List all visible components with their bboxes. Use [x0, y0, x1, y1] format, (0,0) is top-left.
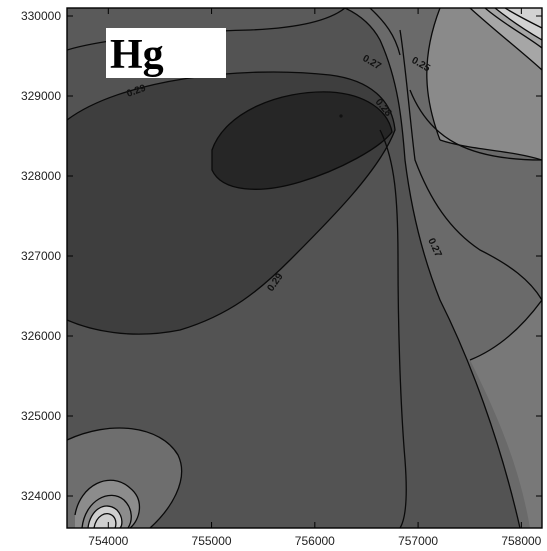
- contour-line-southwest-3: [81, 494, 132, 528]
- x-tick-label: 756000: [295, 534, 335, 548]
- contour-line-southwest-1: [67, 427, 183, 528]
- y-tick-label: 326000: [21, 329, 61, 343]
- x-tick-label: 755000: [192, 534, 232, 548]
- contour-line-northeast-5: [369, 8, 401, 56]
- x-tick-label: 757000: [398, 534, 438, 548]
- title-badge: Hg: [106, 28, 226, 78]
- contour-fill-northeast-peak: [495, 8, 542, 40]
- x-tick-label: 754000: [88, 534, 128, 548]
- contour-line-east-1: [344, 8, 521, 528]
- y-tick-label: 330000: [21, 9, 61, 23]
- contour-line-northeast-3: [494, 8, 542, 41]
- y-tick-label: 324000: [21, 489, 61, 503]
- contour-line-dark-zone: [67, 71, 396, 335]
- contour-line-northeast-4: [504, 8, 542, 29]
- y-tick-label: 329000: [21, 89, 61, 103]
- sample-point-marker: [339, 114, 343, 118]
- contour-line-southwest-5: [93, 513, 117, 528]
- contour-line-core: [211, 91, 393, 190]
- x-axis: 754000 755000 756000 757000 758000: [88, 8, 542, 548]
- contour-line-east-4: [439, 139, 542, 161]
- plot-frame: [66, 7, 543, 529]
- chart-title: Hg: [110, 32, 164, 78]
- contour-lines: [67, 8, 542, 528]
- contour-line-central: [379, 129, 407, 528]
- x-tick-label: 758000: [501, 534, 541, 548]
- contour-line-northeast-1: [469, 8, 542, 71]
- contour-fill-northeast: [426, 8, 542, 160]
- plot-area: [67, 8, 542, 528]
- contour-line-east-5: [426, 8, 441, 141]
- y-tick-label: 325000: [21, 409, 61, 423]
- contour-line-northwest: [67, 8, 346, 51]
- y-axis: 324000 325000 326000 327000 328000 329000 3300…: [21, 9, 542, 503]
- contour-line-southwest-2: [74, 479, 141, 528]
- contour-line-east-2: [399, 29, 542, 301]
- contour-line-southwest-4: [87, 505, 123, 528]
- contour-line-southeast: [469, 299, 542, 361]
- y-tick-label: 328000: [21, 169, 61, 183]
- contour-fill-core: [212, 91, 392, 190]
- contour-line-northeast-2: [484, 8, 542, 49]
- y-tick-label: 327000: [21, 249, 61, 263]
- contour-fill-southeast: [470, 300, 542, 528]
- title-badge-box: [106, 28, 226, 78]
- contour-fill-southwest-peak: [88, 506, 122, 528]
